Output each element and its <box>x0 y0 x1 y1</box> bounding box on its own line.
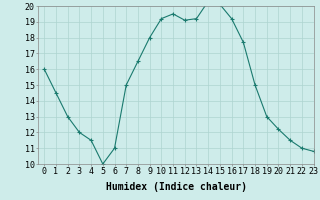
X-axis label: Humidex (Indice chaleur): Humidex (Indice chaleur) <box>106 182 246 192</box>
